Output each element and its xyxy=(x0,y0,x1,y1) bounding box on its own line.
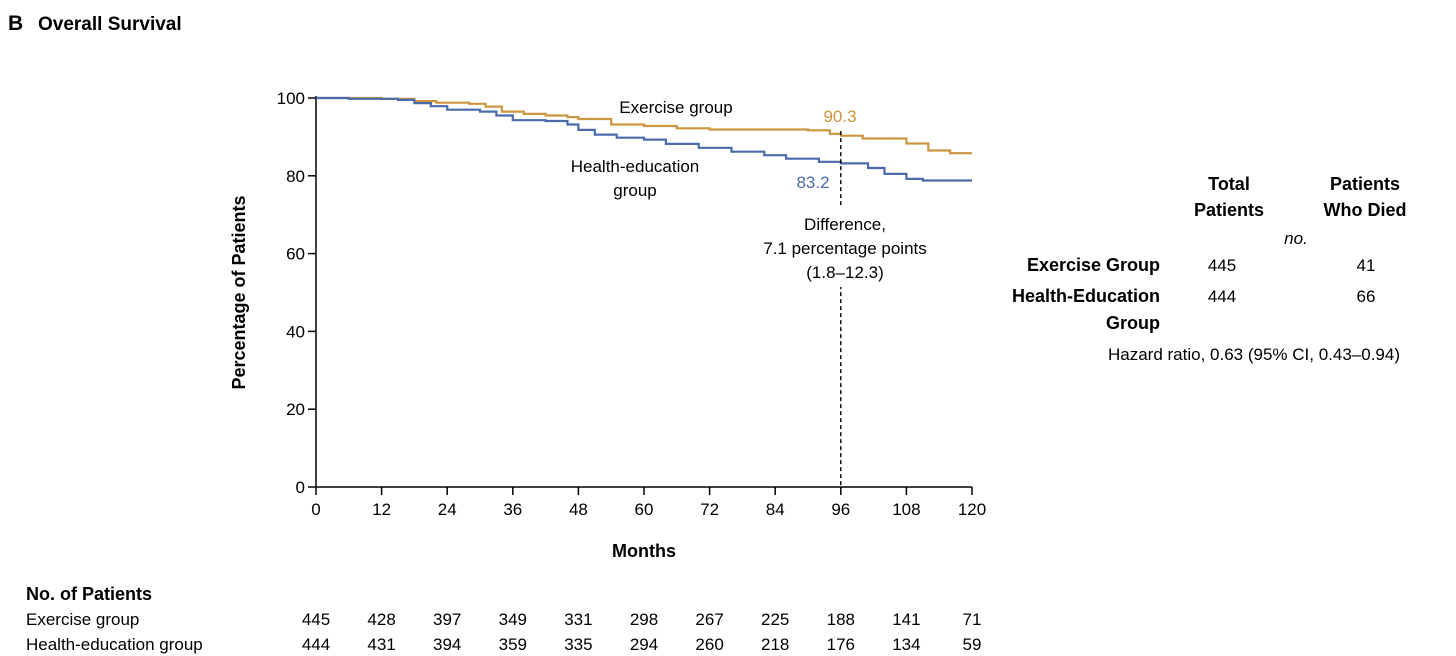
risk-value: 225 xyxy=(761,610,789,629)
risk-value: 431 xyxy=(367,635,395,654)
y-tick-label: 40 xyxy=(286,322,305,341)
difference-label: (1.8–12.3) xyxy=(806,263,884,282)
risk-value: 349 xyxy=(499,610,527,629)
x-tick-label: 96 xyxy=(831,500,850,519)
health-education-group-curve xyxy=(316,96,972,182)
annotations: Exercise group Health-education group 90.3 8… xyxy=(571,98,943,487)
risk-value: 218 xyxy=(761,635,789,654)
risk-row-name: Health-education group xyxy=(26,635,203,654)
exercise-group-label: Exercise group xyxy=(619,98,732,117)
risk-value: 397 xyxy=(433,610,461,629)
header-total-patients: Patients xyxy=(1194,200,1264,220)
summary-table: Total Patients Patients Who Died no. Exercise… xyxy=(1012,174,1407,364)
risk-value: 260 xyxy=(695,635,723,654)
risk-value: 445 xyxy=(302,610,330,629)
risk-value: 335 xyxy=(564,635,592,654)
health-education-value-label: 83.2 xyxy=(796,173,829,192)
header-patients-who-died: Who Died xyxy=(1324,200,1407,220)
x-axis-title: Months xyxy=(612,541,676,561)
risk-value: 188 xyxy=(827,610,855,629)
chart-title: Overall Survival xyxy=(38,14,182,35)
y-tick-label: 0 xyxy=(296,478,305,497)
y-tick-label: 60 xyxy=(286,245,305,264)
header-total-patients: Total xyxy=(1208,174,1250,194)
y-axis-title: Percentage of Patients xyxy=(229,195,249,389)
risk-value: 428 xyxy=(367,610,395,629)
x-tick-label: 60 xyxy=(635,500,654,519)
x-tick-label: 24 xyxy=(438,500,457,519)
y-tick-label: 80 xyxy=(286,167,305,186)
x-tick-label: 0 xyxy=(311,500,320,519)
risk-value: 141 xyxy=(892,610,920,629)
risk-value: 298 xyxy=(630,610,658,629)
difference-label-background xyxy=(745,207,943,287)
hazard-ratio-text: Hazard ratio, 0.63 (95% CI, 0.43–0.94) xyxy=(1108,345,1400,364)
risk-value: 359 xyxy=(499,635,527,654)
x-tick-label: 108 xyxy=(892,500,920,519)
x-tick-label: 84 xyxy=(766,500,785,519)
x-tick-label: 12 xyxy=(372,500,391,519)
x-tick-label: 120 xyxy=(958,500,986,519)
x-tick-label: 72 xyxy=(700,500,719,519)
header-unit: no. xyxy=(1284,229,1308,248)
row-died-value: 66 xyxy=(1357,287,1376,306)
difference-label: Difference, xyxy=(804,215,886,234)
panel-letter: B xyxy=(8,12,23,35)
x-tick-label: 36 xyxy=(503,500,522,519)
risk-value: 394 xyxy=(433,635,461,654)
risk-value: 267 xyxy=(695,610,723,629)
y-tick-label: 20 xyxy=(286,400,305,419)
risk-table: No. of Patients Exercise group 445 428 397 34… xyxy=(26,584,981,654)
row-total-value: 444 xyxy=(1208,287,1236,306)
risk-value: 294 xyxy=(630,635,658,654)
axes: 0 12 24 36 48 60 72 84 96 108 120 0 20 40 60 80 100 Month… xyxy=(229,89,986,561)
row-total-value: 445 xyxy=(1208,256,1236,275)
risk-value: 444 xyxy=(302,635,330,654)
row-name: Health-Education xyxy=(1012,286,1160,306)
series-lines xyxy=(316,96,972,182)
risk-value: 134 xyxy=(892,635,920,654)
exercise-value-label: 90.3 xyxy=(823,107,856,126)
row-name: Group xyxy=(1106,313,1160,333)
exercise-group-curve xyxy=(316,96,972,155)
difference-label: 7.1 percentage points xyxy=(763,239,927,258)
risk-value: 59 xyxy=(963,635,982,654)
row-name: Exercise Group xyxy=(1027,255,1160,275)
y-tick-label: 100 xyxy=(277,89,305,108)
risk-value: 71 xyxy=(963,610,982,629)
health-education-group-label: group xyxy=(613,181,656,200)
risk-value: 176 xyxy=(827,635,855,654)
risk-row-name: Exercise group xyxy=(26,610,139,629)
health-education-group-label: Health-education xyxy=(571,157,700,176)
risk-table-title: No. of Patients xyxy=(26,584,152,604)
risk-value: 331 xyxy=(564,610,592,629)
x-tick-label: 48 xyxy=(569,500,588,519)
row-died-value: 41 xyxy=(1357,256,1376,275)
header-patients-who-died: Patients xyxy=(1330,174,1400,194)
